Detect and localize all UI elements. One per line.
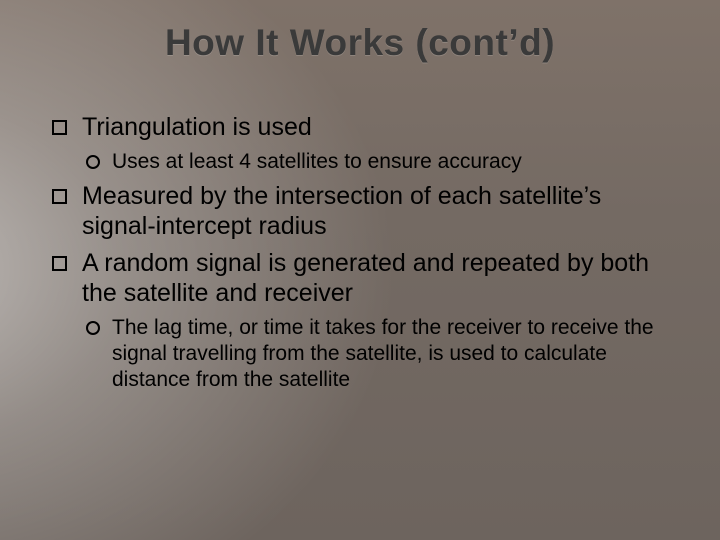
sub-bullet-list: The lag time, or time it takes for the r…	[82, 315, 680, 394]
bullet-text: Triangulation is used	[82, 113, 312, 141]
bullet-item: Triangulation is used Uses at least 4 sa…	[48, 112, 680, 175]
bullet-item: A random signal is generated and repeate…	[48, 248, 680, 394]
sub-bullet-item: Uses at least 4 satellites to ensure acc…	[82, 149, 680, 175]
sub-bullet-item: The lag time, or time it takes for the r…	[82, 315, 680, 394]
sub-bullet-list: Uses at least 4 satellites to ensure acc…	[82, 149, 680, 175]
bullet-item: Measured by the intersection of each sat…	[48, 181, 680, 242]
bullet-text: Measured by the intersection of each sat…	[82, 182, 601, 241]
bullet-text: A random signal is generated and repeate…	[82, 249, 649, 308]
sub-bullet-text: Uses at least 4 satellites to ensure acc…	[112, 150, 522, 173]
slide: How It Works (cont’d) Triangulation is u…	[0, 0, 720, 540]
bullet-list: Triangulation is used Uses at least 4 sa…	[40, 112, 680, 394]
slide-title: How It Works (cont’d)	[40, 22, 680, 64]
sub-bullet-text: The lag time, or time it takes for the r…	[112, 316, 654, 392]
